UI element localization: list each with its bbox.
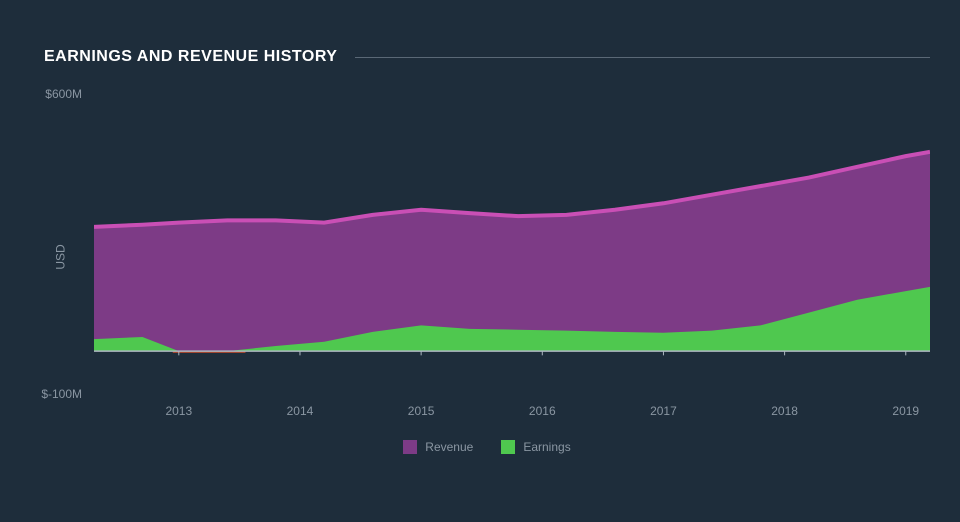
legend-label: Revenue: [425, 440, 473, 454]
yaxis-tick-label: $-100M: [41, 387, 94, 401]
xaxis-tick-label: 2019: [892, 394, 919, 418]
chart-area: 2013201420152016201720182019 $600M$-100M…: [44, 94, 930, 454]
xaxis-tick-label: 2018: [771, 394, 798, 418]
legend-item: Earnings: [501, 440, 570, 454]
xaxis-tick-label: 2017: [650, 394, 677, 418]
title-divider: [355, 57, 930, 58]
legend-swatch: [501, 440, 515, 454]
legend: Revenue Earnings: [44, 440, 930, 454]
area-chart-svg: [94, 94, 930, 394]
legend-label: Earnings: [523, 440, 570, 454]
xaxis-tick-label: 2014: [287, 394, 314, 418]
xaxis-tick-label: 2013: [165, 394, 192, 418]
xaxis-tick-label: 2015: [408, 394, 435, 418]
legend-swatch: [403, 440, 417, 454]
chart-title: EARNINGS AND REVENUE HISTORY: [44, 48, 337, 66]
yaxis-title: USD: [53, 232, 67, 269]
yaxis-tick-label: $600M: [45, 87, 94, 101]
xaxis-tick-label: 2016: [529, 394, 556, 418]
title-row: EARNINGS AND REVENUE HISTORY: [44, 48, 930, 66]
legend-item: Revenue: [403, 440, 473, 454]
chart-container: EARNINGS AND REVENUE HISTORY 20132014201…: [0, 0, 960, 522]
plot-area: 2013201420152016201720182019 $600M$-100M…: [94, 94, 930, 394]
